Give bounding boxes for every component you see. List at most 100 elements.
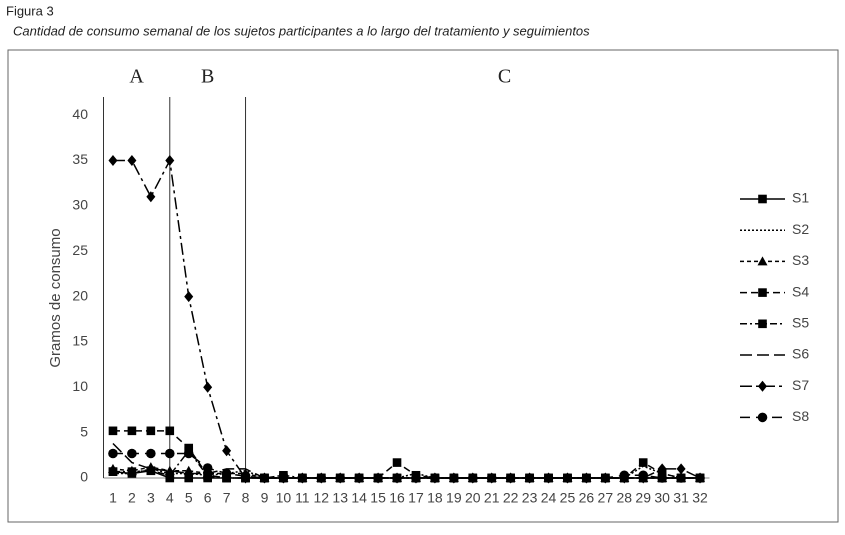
series-line: [112, 158, 701, 479]
marker: [221, 468, 232, 479]
marker: [411, 473, 421, 483]
marker: [524, 473, 535, 483]
y-tick-label: 10: [72, 378, 88, 394]
marker: [278, 473, 289, 483]
marker: [757, 256, 768, 266]
x-tick-label: 14: [351, 490, 367, 506]
chart-title: Cantidad de consumo semanal de los sujet…: [13, 23, 590, 38]
x-tick-label: 10: [276, 490, 292, 506]
x-tick-label: 4: [166, 490, 174, 506]
marker: [222, 445, 232, 457]
x-tick-label: 13: [332, 490, 348, 506]
y-tick-label: 5: [80, 423, 88, 439]
marker: [146, 426, 156, 436]
marker: [335, 473, 346, 483]
marker: [108, 426, 118, 436]
marker: [562, 473, 573, 483]
legend-label: S4: [792, 283, 809, 299]
marker: [127, 448, 137, 459]
marker: [392, 458, 402, 467]
x-tick-label: 23: [522, 490, 538, 506]
marker: [108, 448, 118, 459]
x-tick-label: 8: [242, 490, 250, 506]
legend-label: S6: [792, 346, 809, 362]
marker: [600, 473, 611, 483]
marker: [164, 448, 175, 459]
marker: [757, 412, 768, 423]
marker: [758, 319, 767, 329]
marker: [184, 291, 194, 303]
marker: [676, 463, 686, 475]
x-tick-label: 3: [147, 490, 155, 506]
legend-label: S5: [792, 315, 809, 331]
x-tick-label: 30: [654, 490, 670, 506]
x-tick-label: 7: [223, 490, 231, 506]
marker: [581, 473, 592, 483]
marker: [146, 448, 156, 459]
legend-label: S1: [792, 190, 809, 206]
marker: [108, 467, 118, 476]
phase-label: C: [498, 66, 511, 88]
series-line: [112, 430, 701, 479]
marker: [354, 473, 364, 483]
y-tick-label: 20: [72, 287, 88, 303]
marker: [758, 380, 767, 392]
marker: [505, 473, 516, 483]
x-tick-label: 12: [313, 490, 329, 506]
y-tick-label: 40: [72, 106, 88, 122]
marker: [184, 473, 194, 483]
marker: [203, 381, 213, 393]
marker: [183, 448, 194, 459]
x-tick-label: 17: [408, 490, 424, 506]
marker: [108, 155, 118, 166]
marker: [392, 473, 402, 483]
marker: [165, 155, 175, 166]
y-axis-label: Gramos de consumo: [47, 228, 64, 367]
marker: [676, 473, 686, 483]
x-tick-label: 31: [673, 490, 689, 506]
x-tick-label: 20: [465, 490, 481, 506]
phase-label: B: [201, 66, 214, 88]
x-tick-label: 9: [261, 490, 269, 506]
figure-label: Figura 3: [6, 3, 54, 18]
x-tick-label: 19: [446, 490, 462, 506]
marker: [183, 465, 194, 475]
marker: [165, 426, 175, 436]
marker: [203, 471, 212, 481]
marker: [240, 471, 251, 481]
x-tick-label: 1: [109, 490, 117, 506]
marker: [543, 473, 554, 483]
x-tick-label: 24: [541, 490, 557, 506]
marker: [695, 473, 705, 483]
marker: [758, 194, 767, 204]
marker: [467, 473, 478, 483]
marker: [297, 473, 308, 483]
marker: [758, 288, 767, 297]
legend-label: S3: [792, 252, 809, 268]
marker: [165, 470, 175, 480]
x-tick-label: 6: [204, 490, 212, 506]
marker: [259, 473, 270, 483]
legend-label: S2: [792, 221, 809, 237]
x-tick-label: 26: [579, 490, 595, 506]
marker: [486, 473, 497, 483]
marker: [127, 467, 137, 476]
x-tick-label: 29: [635, 490, 651, 506]
y-tick-label: 35: [72, 151, 88, 167]
x-tick-label: 22: [503, 490, 519, 506]
x-tick-label: 32: [692, 490, 708, 506]
marker: [638, 470, 649, 481]
x-tick-label: 5: [185, 490, 193, 506]
legend-label: S8: [792, 408, 809, 424]
x-tick-label: 18: [427, 490, 443, 506]
marker: [619, 470, 630, 481]
series-line: [112, 443, 701, 479]
marker: [373, 473, 383, 483]
marker: [657, 473, 667, 483]
x-tick-label: 11: [295, 490, 310, 506]
marker: [127, 155, 137, 166]
x-tick-label: 16: [389, 490, 405, 506]
phase-label: A: [129, 66, 144, 88]
marker: [430, 473, 440, 483]
